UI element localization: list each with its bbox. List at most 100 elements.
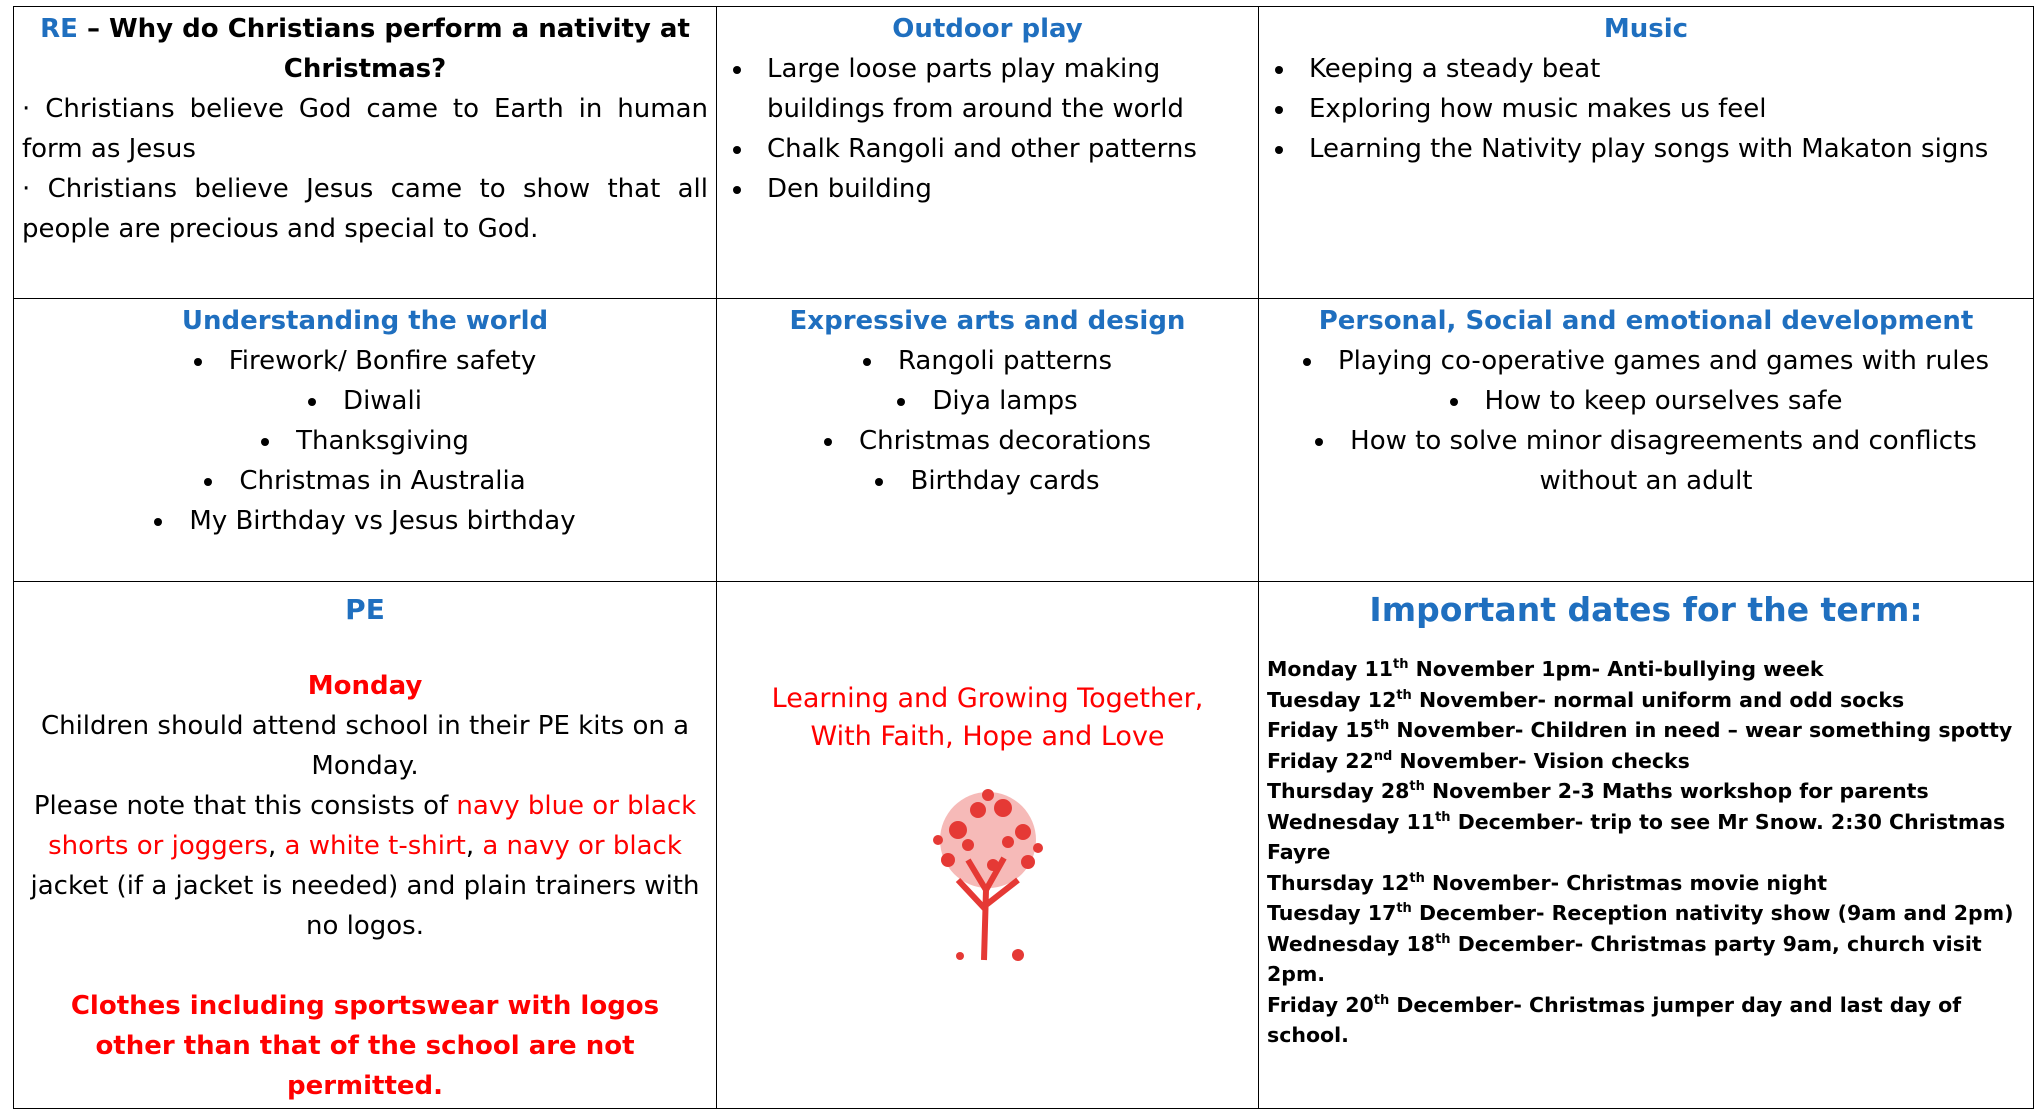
date-text: November 1pm- Anti-bullying week <box>1408 657 1824 681</box>
item: Firework/ Bonfire safety <box>22 341 708 381</box>
page: RE – Why do Christians perform a nativit… <box>0 0 2034 1046</box>
heading: Music <box>1603 14 1689 44</box>
heading: Outdoor play <box>892 14 1083 44</box>
date-day: Thursday 28 <box>1267 779 1410 803</box>
date-suffix: th <box>1373 992 1390 1008</box>
motto-cell: Learning and Growing Together, With Fait… <box>716 581 1259 1109</box>
text: jacket (if a jacket is needed) and plain… <box>30 871 700 941</box>
date-item: Friday 20th December- Christmas jumper d… <box>1267 990 2025 1051</box>
date-day: Thursday 12 <box>1267 870 1410 895</box>
tree-icon <box>932 789 1043 961</box>
date-day: Friday 15 <box>1267 718 1374 742</box>
date-item: Thursday 12th November- Christmas movie … <box>1267 868 2025 899</box>
music-cell: Music Keeping a steady beat Exploring ho… <box>1258 6 2034 299</box>
arts-cell: Expressive arts and design Rangoli patte… <box>716 298 1259 582</box>
date-suffix: th <box>1409 870 1425 886</box>
re-cell: RE – Why do Christians perform a nativit… <box>13 6 717 299</box>
date-day: Friday 20 <box>1267 992 1374 1017</box>
date-item: Friday 15th November- Children in need –… <box>1267 715 2025 746</box>
text: navy blue or black shorts or joggers <box>48 791 697 861</box>
date-suffix: th <box>1435 809 1451 825</box>
re-heading: RE – Why do Christians perform a nativit… <box>22 9 708 89</box>
heading: Expressive arts and design <box>789 306 1186 336</box>
pe-warning: Clothes including sportswear with logos … <box>70 991 660 1101</box>
date-suffix: th <box>1435 931 1451 947</box>
date-suffix: th <box>1396 901 1412 917</box>
date-suffix: th <box>1396 687 1412 703</box>
psed-cell: Personal, Social and emotional developme… <box>1258 298 2034 582</box>
row: PE Monday Children should attend school … <box>13 581 2034 1109</box>
date-day: Tuesday 12 <box>1267 687 1397 712</box>
text: , <box>465 831 483 861</box>
text: , <box>267 831 285 861</box>
item: Rangoli patterns <box>725 341 1250 381</box>
term-grid: RE – Why do Christians perform a nativit… <box>13 6 2034 1109</box>
dates-list: Monday 11th November 1pm- Anti-bullying … <box>1267 654 2025 1051</box>
re-line: · Christians believe God came to Earth i… <box>22 94 708 164</box>
heading: PE <box>345 593 385 626</box>
date-item: Tuesday 12th November- normal uniform an… <box>1267 685 2025 716</box>
item: My Birthday vs Jesus birthday <box>22 501 708 541</box>
item: Christmas in Australia <box>22 461 708 501</box>
heading: Important dates for the term: <box>1369 590 1923 629</box>
item: Chalk Rangoli and other patterns <box>755 129 1250 169</box>
item: Playing co-operative games and games wit… <box>1267 341 2025 381</box>
text: Please note that this consists of <box>33 791 457 821</box>
list: Large loose parts play making buildings … <box>725 49 1250 209</box>
list: Playing co-operative games and games wit… <box>1267 341 2025 501</box>
re-title: – Why do Christians perform a nativity a… <box>86 14 690 84</box>
item: Thanksgiving <box>22 421 708 461</box>
pe-intro: Children should attend school in their P… <box>40 711 690 781</box>
date-item: Wednesday 11th December- trip to see Mr … <box>1267 807 2025 868</box>
item: How to solve minor disagreements and con… <box>1267 421 2025 501</box>
text: a white t-shirt <box>284 831 466 861</box>
date-suffix: th <box>1409 779 1425 795</box>
pe-day: Monday <box>307 671 423 701</box>
world-cell: Understanding the world Firework/ Bonfir… <box>13 298 717 582</box>
date-text: December- Christmas jumper day and last … <box>1267 992 1962 1048</box>
row: Understanding the world Firework/ Bonfir… <box>13 298 2034 582</box>
date-suffix: th <box>1373 718 1390 734</box>
date-suffix: nd <box>1373 748 1393 764</box>
item: Den building <box>755 169 1250 209</box>
item: Diya lamps <box>725 381 1250 421</box>
motto-line: With Faith, Hope and Love <box>810 721 1165 752</box>
item: Exploring how music makes us feel <box>1297 89 2025 129</box>
date-suffix: th <box>1392 657 1409 673</box>
date-text: November- normal uniform and odd socks <box>1411 687 1905 712</box>
date-day: Monday 11 <box>1267 657 1393 681</box>
dates-cell: Important dates for the term: Monday 11t… <box>1258 581 2034 1109</box>
date-text: November 2-3 Maths workshop for parents <box>1424 779 1929 803</box>
date-day: Wednesday 18 <box>1267 931 1436 956</box>
item: Learning the Nativity play songs with Ma… <box>1297 129 2025 169</box>
list: Firework/ Bonfire safety Diwali Thanksgi… <box>22 341 708 541</box>
heading: Understanding the world <box>181 306 549 336</box>
pe-note: Please note that this consists of navy b… <box>22 786 708 946</box>
date-text: November- Christmas movie night <box>1424 870 1828 895</box>
re-line: · Christians believe Jesus came to show … <box>22 174 708 244</box>
heading: Personal, Social and emotional developme… <box>1318 306 1974 336</box>
date-text: December- Christmas party 9am, church vi… <box>1267 931 1982 987</box>
re-label: RE <box>40 14 78 44</box>
item: Large loose parts play making buildings … <box>755 49 1250 129</box>
date-item: Wednesday 18th December- Christmas party… <box>1267 929 2025 990</box>
date-item: Monday 11th November 1pm- Anti-bullying … <box>1267 654 2025 685</box>
outdoor-cell: Outdoor play Large loose parts play maki… <box>716 6 1259 299</box>
date-item: Thursday 28th November 2-3 Maths worksho… <box>1267 776 2025 807</box>
list: Rangoli patterns Diya lamps Christmas de… <box>725 341 1250 501</box>
item: Christmas decorations <box>725 421 1250 461</box>
list: Keeping a steady beat Exploring how musi… <box>1267 49 2025 169</box>
date-text: December- Reception nativity show (9am a… <box>1411 901 2014 925</box>
item: Diwali <box>22 381 708 421</box>
date-day: Wednesday 11 <box>1267 809 1436 834</box>
text: a navy or black <box>482 831 682 861</box>
motto-line: Learning and Growing Together, <box>771 683 1204 714</box>
item: Birthday cards <box>725 461 1250 501</box>
date-day: Tuesday 17 <box>1267 901 1397 925</box>
date-text: December- trip to see Mr Snow. 2:30 Chri… <box>1267 809 2006 865</box>
date-day: Friday 22 <box>1267 748 1374 773</box>
pe-cell: PE Monday Children should attend school … <box>13 581 717 1109</box>
date-text: November- Vision checks <box>1392 748 1690 773</box>
date-item: Friday 22nd November- Vision checks <box>1267 746 2025 777</box>
row: RE – Why do Christians perform a nativit… <box>13 6 2034 299</box>
